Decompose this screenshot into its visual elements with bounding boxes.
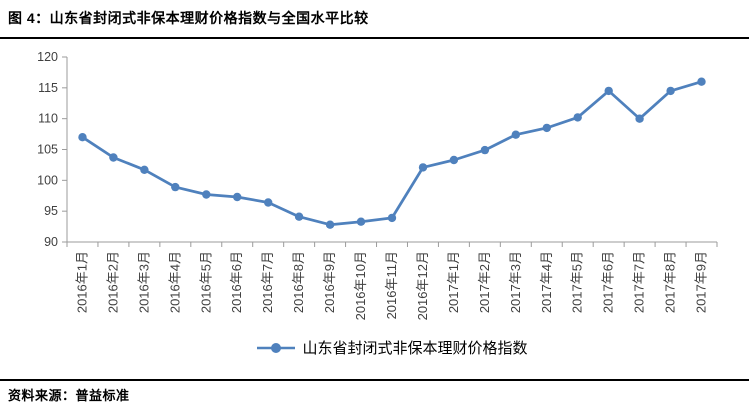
data-point-marker — [666, 86, 675, 96]
x-tick-label: 2016年11月 — [384, 251, 399, 319]
source-note: 资料来源：普益标准 — [8, 388, 130, 403]
y-tick-label: 100 — [37, 173, 58, 187]
data-point-marker — [78, 133, 87, 142]
data-point-marker — [418, 163, 428, 172]
price-index-line-chart: 90 95 100 105 110 115 120 2016年1月 2016年2月 2016年3月… — [37, 50, 718, 320]
data-point-marker — [325, 220, 335, 229]
data-point-marker — [356, 217, 366, 226]
data-point-marker — [264, 198, 273, 207]
x-tick-label: 2017年3月 — [508, 251, 523, 313]
y-tick-label: 115 — [38, 81, 58, 95]
legend-marker — [271, 342, 282, 353]
x-tick-label: 2016年7月 — [260, 251, 275, 313]
x-tick-label: 2017年9月 — [694, 251, 709, 313]
data-point-marker — [294, 212, 304, 221]
x-tick-label: 2016年12月 — [415, 251, 430, 320]
x-tick-label: 2017年2月 — [477, 251, 492, 313]
x-tick-label: 2016年6月 — [229, 251, 244, 313]
y-tick-label: 120 — [37, 50, 58, 64]
x-tick-label: 2016年10月 — [353, 251, 368, 320]
data-point-marker — [542, 123, 551, 133]
x-tick-label: 2016年9月 — [322, 251, 337, 313]
x-tick-label: 2017年8月 — [663, 251, 678, 313]
data-point-marker — [449, 155, 459, 165]
x-tick-label: 2016年3月 — [136, 251, 151, 313]
x-tick-label: 2016年2月 — [105, 251, 120, 313]
y-tick-label: 90 — [44, 235, 58, 249]
x-tick-label: 2017年5月 — [570, 251, 585, 313]
source-divider — [0, 379, 749, 381]
data-point-marker — [109, 153, 118, 162]
data-point-marker — [511, 130, 520, 139]
data-point-marker — [140, 165, 149, 174]
data-point-marker — [387, 213, 397, 223]
y-tick-label: 105 — [37, 143, 58, 157]
x-tick-label: 2016年4月 — [167, 251, 182, 313]
data-point-marker — [573, 113, 582, 122]
x-tick-label: 2016年1月 — [74, 251, 89, 313]
data-point-marker — [171, 182, 180, 192]
data-point-marker — [697, 77, 706, 86]
chart-legend: 山东省封闭式非保本理财价格指数 — [67, 337, 717, 358]
data-point-marker — [604, 86, 613, 96]
data-point-marker — [480, 145, 490, 155]
x-tick-label: 2016年8月 — [291, 251, 306, 313]
figure-title: 图 4：山东省封闭式非保本理财价格指数与全国水平比较 — [8, 10, 369, 26]
legend-line-marker-icon — [257, 342, 296, 353]
x-tick-label: 2016年5月 — [198, 251, 213, 313]
y-tick-label: 110 — [38, 112, 58, 126]
legend-label: 山东省封闭式非保本理财价格指数 — [302, 340, 528, 357]
data-point-marker — [233, 192, 242, 202]
x-tick-label: 2017年7月 — [632, 251, 647, 313]
title-divider — [0, 37, 749, 39]
data-point-marker — [635, 114, 644, 123]
x-tick-label: 2017年4月 — [539, 251, 554, 313]
data-point-marker — [202, 190, 211, 199]
x-tick-label: 2017年6月 — [601, 251, 616, 313]
x-tick-label: 2017年1月 — [446, 251, 461, 313]
y-tick-label: 95 — [44, 204, 58, 218]
series-line — [81, 80, 703, 227]
